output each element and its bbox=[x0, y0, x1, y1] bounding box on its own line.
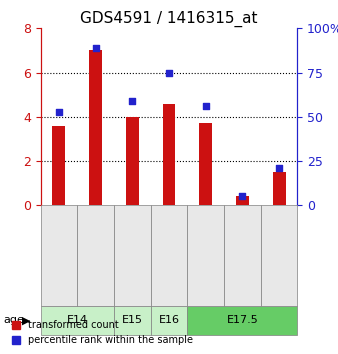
Bar bbox=[89, 50, 102, 205]
Bar bbox=[52, 126, 65, 205]
Legend: transformed count, percentile rank within the sample: transformed count, percentile rank withi… bbox=[8, 316, 197, 349]
Text: age: age bbox=[3, 315, 24, 325]
Text: E16: E16 bbox=[159, 315, 179, 325]
Bar bbox=[236, 196, 249, 205]
Point bbox=[276, 165, 282, 171]
Point bbox=[56, 109, 62, 114]
Text: E17.5: E17.5 bbox=[226, 315, 258, 325]
Point bbox=[240, 194, 245, 199]
Point bbox=[93, 45, 98, 51]
Point bbox=[166, 70, 172, 75]
Bar bbox=[199, 124, 212, 205]
Text: E14: E14 bbox=[67, 315, 88, 325]
Bar bbox=[163, 104, 175, 205]
Text: ▶: ▶ bbox=[22, 315, 30, 325]
Text: E15: E15 bbox=[122, 315, 143, 325]
Point bbox=[203, 103, 209, 109]
Title: GDS4591 / 1416315_at: GDS4591 / 1416315_at bbox=[80, 11, 258, 27]
Bar bbox=[126, 117, 139, 205]
Bar bbox=[273, 172, 286, 205]
Point bbox=[129, 98, 135, 104]
